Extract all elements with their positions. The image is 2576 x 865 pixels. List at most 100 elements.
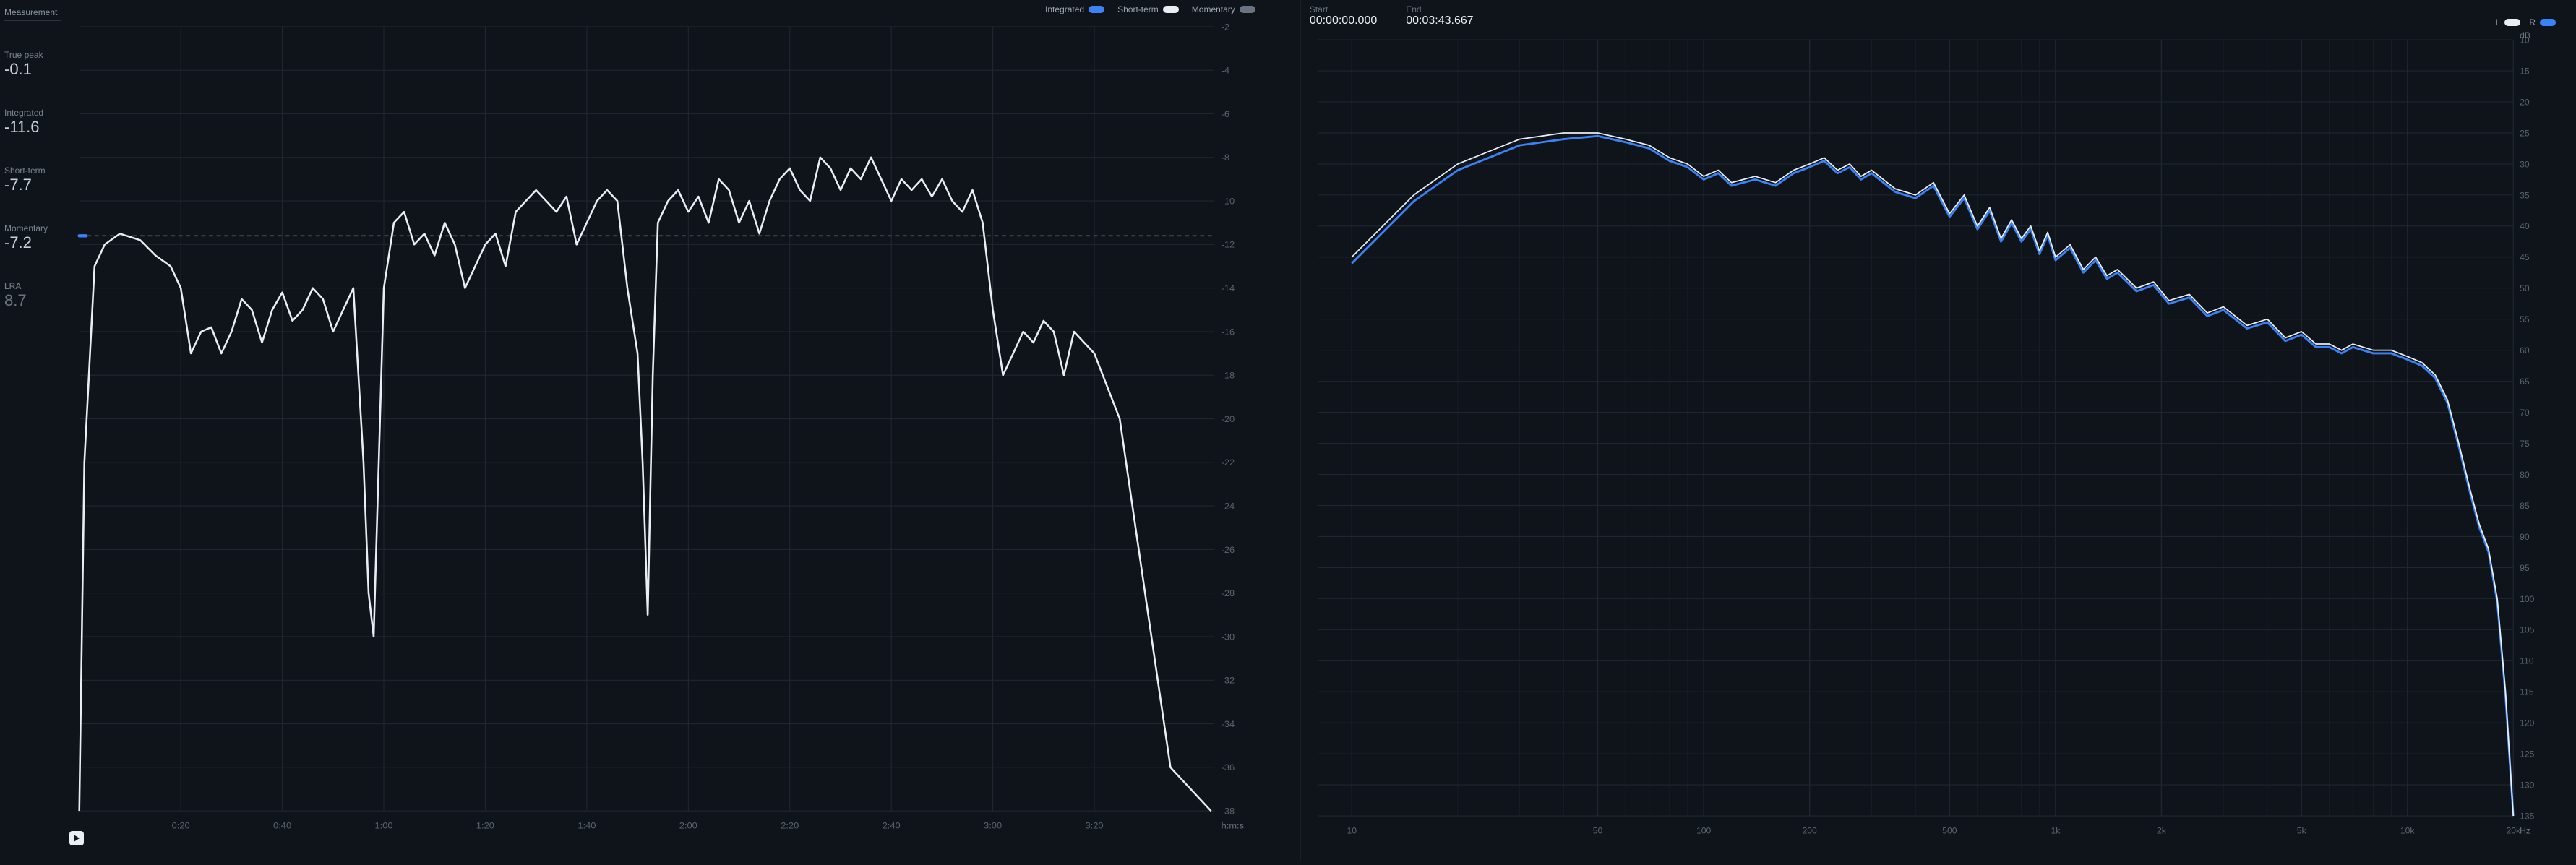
svg-text:h:m:s: h:m:s (1222, 821, 1244, 831)
svg-text:60: 60 (2520, 345, 2530, 356)
svg-text:-14: -14 (1222, 283, 1235, 293)
svg-text:110: 110 (2520, 656, 2534, 666)
measurement-value: -7.2 (4, 233, 32, 251)
measurement-label: Short-term (4, 165, 61, 176)
svg-text:40: 40 (2520, 221, 2530, 231)
measurement-true-peak: True peak-0.1 (4, 50, 61, 79)
lr-legend-r[interactable]: R (2529, 17, 2556, 27)
measurement-label: True peak (4, 50, 61, 60)
svg-text:2:20: 2:20 (781, 821, 799, 831)
svg-text:-22: -22 (1222, 458, 1235, 468)
svg-text:130: 130 (2520, 780, 2535, 791)
svg-text:-16: -16 (1222, 327, 1235, 337)
svg-text:-10: -10 (1222, 197, 1235, 207)
svg-text:Hz: Hz (2520, 825, 2530, 835)
spectrum-chart-area: 1015202530354045505560657075808590951001… (1301, 29, 2576, 865)
svg-text:dB: dB (2520, 32, 2530, 40)
svg-text:100: 100 (1696, 825, 1712, 835)
measurement-value: 8.7 (4, 291, 27, 309)
svg-text:105: 105 (2520, 625, 2535, 635)
svg-text:90: 90 (2520, 532, 2530, 542)
svg-text:1:20: 1:20 (476, 821, 494, 831)
measurement-integrated: Integrated-11.6 (4, 108, 61, 137)
svg-text:30: 30 (2520, 159, 2530, 169)
spectrum-chart[interactable]: 1015202530354045505560657075808590951001… (1310, 32, 2550, 848)
svg-text:10k: 10k (2400, 825, 2416, 835)
svg-text:-8: -8 (1222, 153, 1230, 163)
svg-text:2:00: 2:00 (679, 821, 697, 831)
legend-label: Short-term (1117, 4, 1159, 14)
svg-text:55: 55 (2520, 314, 2530, 324)
time-start: Start 00:00:00.000 (1310, 4, 1377, 27)
svg-text:-32: -32 (1222, 676, 1235, 686)
spectrum-header: Start 00:00:00.000 End 00:03:43.667 LR (1301, 0, 2576, 29)
svg-text:120: 120 (2520, 718, 2535, 728)
svg-text:-2: -2 (1222, 22, 1230, 33)
measurement-short-term: Short-term-7.7 (4, 165, 61, 194)
measurement-momentary: Momentary-7.2 (4, 223, 61, 252)
spectrum-panel: Start 00:00:00.000 End 00:03:43.667 LR 1… (1301, 0, 2576, 860)
measurement-label: LRA (4, 281, 61, 291)
svg-text:-12: -12 (1222, 240, 1235, 250)
svg-text:125: 125 (2520, 749, 2535, 759)
lr-legend-l[interactable]: L (2496, 17, 2521, 27)
svg-text:75: 75 (2520, 439, 2530, 449)
svg-text:3:00: 3:00 (984, 821, 1002, 831)
svg-text:1:00: 1:00 (374, 821, 392, 831)
svg-text:5k: 5k (2297, 825, 2307, 835)
measurement-label: Integrated (4, 108, 61, 118)
svg-text:-34: -34 (1222, 719, 1235, 729)
legend-label: Momentary (1192, 4, 1235, 14)
legend-pill (1089, 6, 1104, 13)
svg-text:100: 100 (2520, 594, 2535, 604)
play-button[interactable] (69, 831, 84, 845)
loudness-panel: Measurement True peak-0.1Integrated-11.6… (0, 0, 1301, 860)
svg-text:50: 50 (1593, 825, 1603, 835)
svg-text:25: 25 (2520, 128, 2530, 138)
svg-text:80: 80 (2520, 470, 2530, 480)
measurement-value: -0.1 (4, 60, 32, 78)
svg-text:45: 45 (2520, 252, 2530, 262)
time-end: End 00:03:43.667 (1406, 4, 1473, 27)
svg-text:-24: -24 (1222, 502, 1235, 512)
legend-item-momentary[interactable]: Momentary (1192, 4, 1255, 14)
svg-text:1:40: 1:40 (578, 821, 596, 831)
svg-text:-6: -6 (1222, 109, 1230, 119)
svg-text:-30: -30 (1222, 632, 1235, 642)
svg-text:15: 15 (2520, 66, 2530, 76)
measurement-sidebar: Measurement True peak-0.1 Integrated-11.6… (0, 0, 65, 860)
svg-text:-20: -20 (1222, 414, 1235, 424)
svg-text:0:40: 0:40 (273, 821, 291, 831)
svg-text:-28: -28 (1222, 588, 1235, 598)
svg-text:20k: 20k (2506, 825, 2521, 835)
measurement-header: Measurement (4, 7, 61, 21)
measurement-label: Momentary (4, 223, 61, 233)
legend-item-short-term[interactable]: Short-term (1117, 4, 1179, 14)
loudness-chart[interactable]: -2-4-6-8-10-12-14-16-18-20-22-24-26-28-3… (71, 3, 1257, 843)
svg-text:0:20: 0:20 (172, 821, 190, 831)
loudness-chart-area: Integrated Short-term Momentary -2 -4 -6 -8 -1… (65, 0, 1300, 860)
svg-text:-4: -4 (1222, 66, 1230, 76)
svg-text:500: 500 (1942, 825, 1957, 835)
legend-item-integrated[interactable]: Integrated (1045, 4, 1104, 14)
legend-label: Integrated (1045, 4, 1084, 14)
svg-text:2k: 2k (2157, 825, 2167, 835)
svg-text:85: 85 (2520, 501, 2530, 511)
svg-text:70: 70 (2520, 408, 2530, 418)
play-icon (73, 835, 80, 842)
svg-text:-38: -38 (1222, 806, 1235, 817)
legend-pill (1163, 6, 1179, 13)
svg-text:-18: -18 (1222, 371, 1235, 381)
svg-text:20: 20 (2520, 97, 2530, 107)
measurement-value: -7.7 (4, 176, 32, 194)
svg-text:135: 135 (2520, 811, 2535, 821)
svg-text:95: 95 (2520, 563, 2530, 573)
svg-text:1k: 1k (2051, 825, 2061, 835)
svg-text:35: 35 (2520, 190, 2530, 200)
svg-text:-36: -36 (1222, 763, 1235, 773)
svg-text:3:20: 3:20 (1085, 821, 1103, 831)
svg-text:115: 115 (2520, 687, 2534, 697)
measurement-lra: LRA8.7 (4, 281, 61, 310)
measurement-value: -11.6 (4, 118, 40, 136)
loudness-legend: Integrated Short-term Momentary (1045, 4, 1255, 14)
